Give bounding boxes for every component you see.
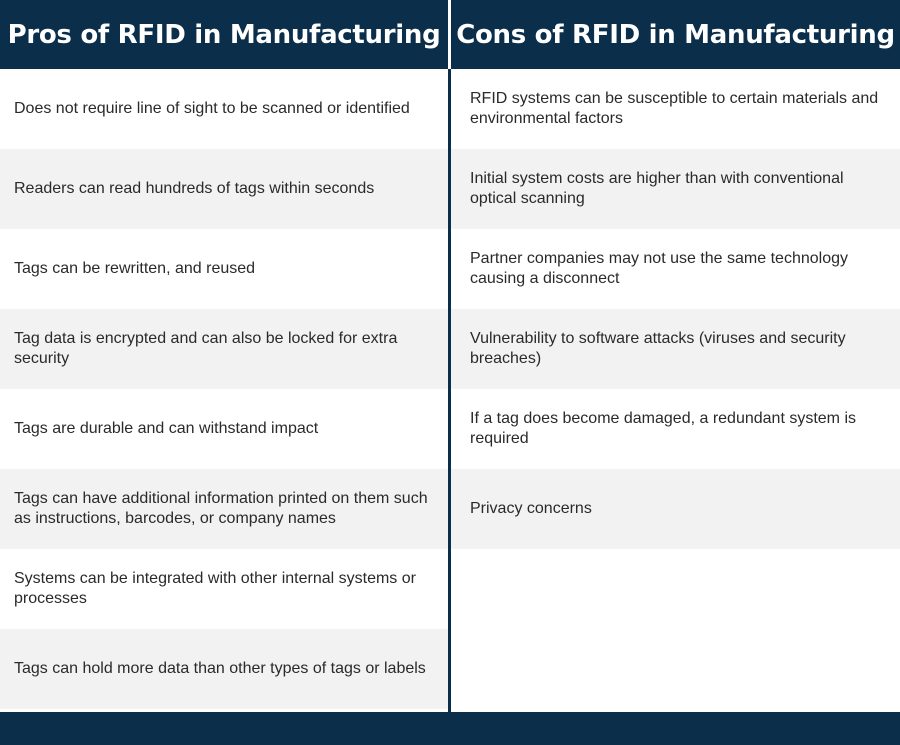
header-divider (448, 0, 451, 69)
cons-row: Privacy concerns (451, 469, 900, 549)
pros-row: Tags are durable and can withstand impac… (14, 420, 319, 437)
pros-row: Readers can read hundreds of tags within… (0, 149, 448, 229)
cons-row: Initial system costs are higher than wit… (451, 149, 900, 229)
cons-row: Partner companies may not use the same t… (470, 250, 848, 287)
cons-row: If a tag does become damaged, a redundan… (470, 410, 857, 447)
table-header: Pros of RFID in Manufacturing Cons of RF… (0, 0, 900, 69)
cons-row: RFID systems can be susceptible to certa… (470, 90, 879, 127)
pros-row: Systems can be integrated with other int… (14, 570, 416, 607)
pros-column: Does not require line of sight to be sca… (0, 69, 448, 712)
pros-row: Tags can hold more data than other types… (0, 629, 448, 709)
cons-column-title: Cons of RFID in Manufacturing (456, 19, 895, 50)
pros-row: Does not require line of sight to be sca… (14, 100, 410, 117)
pros-column-title: Pros of RFID in Manufacturing (7, 19, 441, 50)
pros-row: Tag data is encrypted and can also be lo… (0, 309, 448, 389)
pros-row: Tags can be rewritten, and reused (14, 260, 256, 277)
cons-row: Vulnerability to software attacks (virus… (451, 309, 900, 389)
pros-row: Tags can have additional information pri… (0, 469, 448, 549)
cons-column: RFID systems can be susceptible to certa… (451, 69, 900, 712)
table-footer-bar (0, 712, 900, 745)
empty-row (451, 629, 900, 709)
column-divider (448, 69, 451, 712)
empty-row (451, 549, 900, 629)
